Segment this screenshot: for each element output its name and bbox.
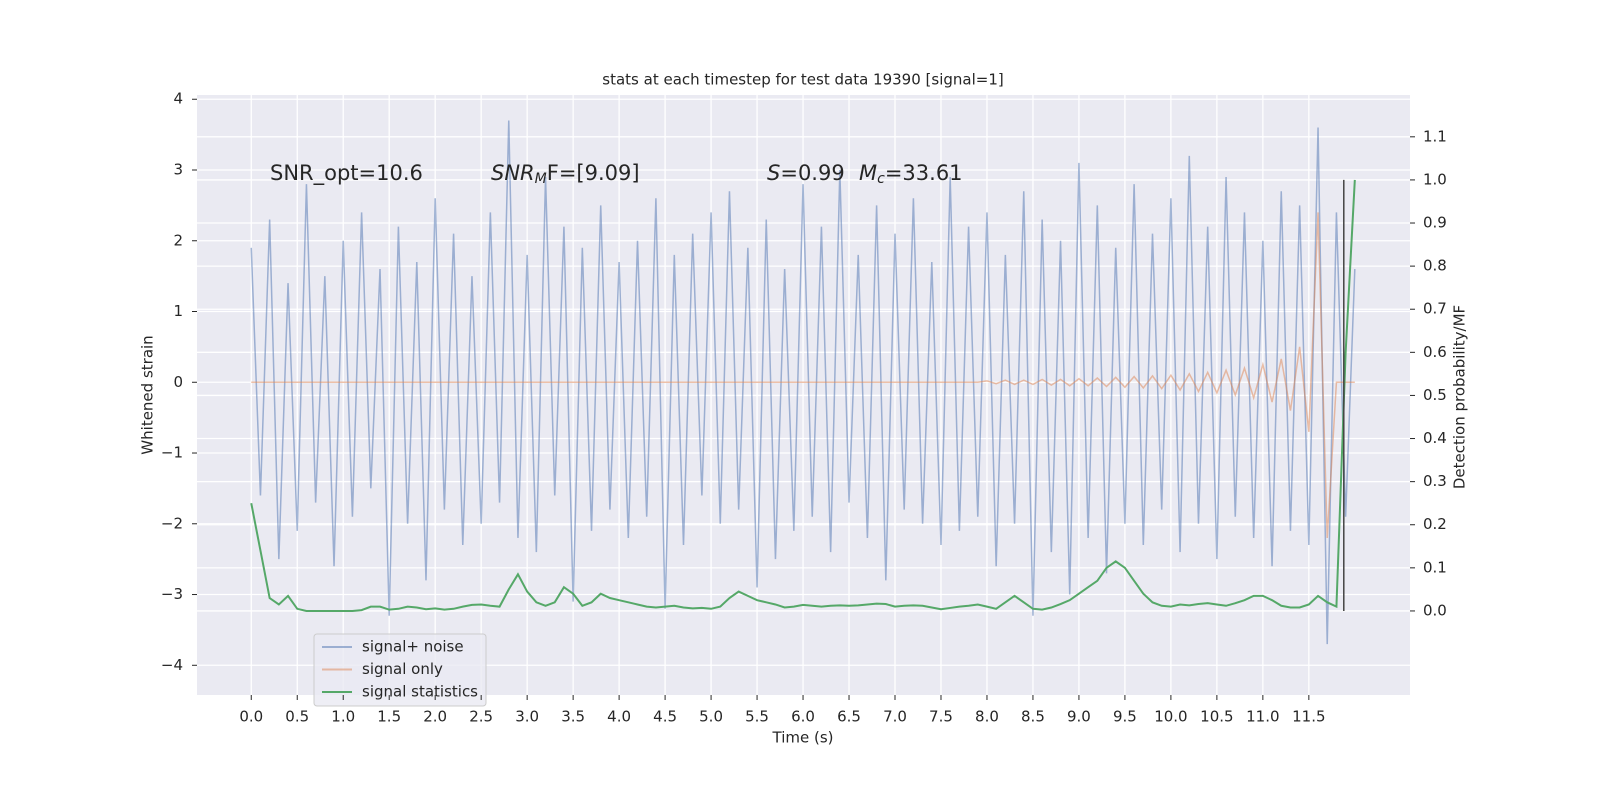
x-tick-label: 8.5 — [1021, 708, 1045, 726]
y2-tick-label: 0.5 — [1423, 386, 1447, 404]
y2-tick-label: 0.2 — [1423, 515, 1447, 533]
x-tick-label: 3.0 — [515, 708, 539, 726]
annotation-text: M — [535, 171, 547, 187]
x-tick-label: 10.0 — [1154, 708, 1187, 726]
y2-tick-label: 0.7 — [1423, 300, 1447, 318]
y2-tick-label: 0.8 — [1423, 257, 1447, 275]
series-line — [250, 179, 1356, 612]
x-tick-label: 5.5 — [745, 708, 769, 726]
x-tick-label: 4.5 — [653, 708, 677, 726]
y-tick-label: −2 — [161, 514, 183, 532]
legend: signal+ noise signal only signal statistic… — [313, 633, 487, 707]
annotation: Mc=33.61 — [859, 161, 963, 187]
y-tick-label: 3 — [173, 161, 183, 179]
annotation-text: =0.99 — [780, 161, 844, 185]
annotation-text: c — [877, 171, 885, 187]
x-tick-label: 5.0 — [699, 708, 723, 726]
y2-tick-label: 1.1 — [1423, 127, 1447, 145]
y2-tick-label: 0.0 — [1423, 601, 1447, 619]
y2-tick-label: 1.0 — [1423, 170, 1447, 188]
y2-axis-label: Detection probability/MF — [1451, 305, 1469, 489]
x-tick-label: 4.0 — [607, 708, 631, 726]
y-tick-label: 4 — [173, 90, 183, 108]
x-tick-label: 2.5 — [469, 708, 493, 726]
x-tick-label: 7.5 — [929, 708, 953, 726]
y-tick-label: −3 — [161, 585, 183, 603]
x-tick-label: 3.5 — [561, 708, 585, 726]
x-tick-label: 11.0 — [1246, 708, 1279, 726]
x-tick-label: 7.0 — [883, 708, 907, 726]
x-tick-label: 9.5 — [1113, 708, 1137, 726]
x-tick-label: 0.5 — [285, 708, 309, 726]
x-tick-label: 11.5 — [1292, 708, 1325, 726]
legend-box — [313, 633, 487, 707]
x-tick-label: 6.5 — [837, 708, 861, 726]
y2-tick-label: 0.4 — [1423, 429, 1447, 447]
marks — [250, 120, 1356, 645]
annotation-text: F=[9.09] — [547, 161, 640, 185]
grid — [197, 95, 1410, 695]
annotation-text: SNR — [491, 161, 535, 185]
legend-label: signal+ noise — [362, 638, 464, 656]
annotation-text: S — [767, 161, 780, 185]
series-line — [251, 212, 1355, 538]
annotation: SNR_opt=10.6 — [270, 161, 423, 186]
legend-label: signal only — [362, 660, 443, 678]
annotation-text: SNR_opt=10.6 — [270, 161, 423, 186]
y-tick-label: −4 — [161, 656, 183, 674]
legend-label: signal statistics — [362, 683, 478, 701]
y2-tick-label: 0.1 — [1423, 558, 1447, 576]
annotation-text: =33.61 — [885, 161, 963, 185]
series-line — [250, 120, 1356, 645]
x-tick-label: 8.0 — [975, 708, 999, 726]
y-axis-label: Whitened strain — [139, 335, 157, 454]
x-tick-label: 2.0 — [423, 708, 447, 726]
annotation-text: M — [859, 161, 877, 185]
y2-tick-label: 0.3 — [1423, 472, 1447, 490]
annotation: S=0.99 — [767, 161, 845, 185]
x-axis-label: Time (s) — [772, 729, 834, 747]
y-tick-label: −1 — [161, 444, 183, 462]
x-tick-label: 0.0 — [239, 708, 263, 726]
annotation: SNRMF=[9.09] — [491, 161, 640, 187]
x-tick-label: 1.0 — [331, 708, 355, 726]
y2-tick-label: 0.6 — [1423, 343, 1447, 361]
y-tick-label: 2 — [173, 231, 183, 249]
x-tick-label: 6.0 — [791, 708, 815, 726]
y-tick-label: 0 — [173, 373, 183, 391]
x-tick-label: 9.0 — [1067, 708, 1091, 726]
y-tick-label: 1 — [173, 302, 183, 320]
y2-tick-label: 0.9 — [1423, 214, 1447, 232]
x-tick-label: 1.5 — [377, 708, 401, 726]
chart-title: stats at each timestep for test data 193… — [602, 71, 1003, 89]
x-tick-label: 10.5 — [1200, 708, 1233, 726]
